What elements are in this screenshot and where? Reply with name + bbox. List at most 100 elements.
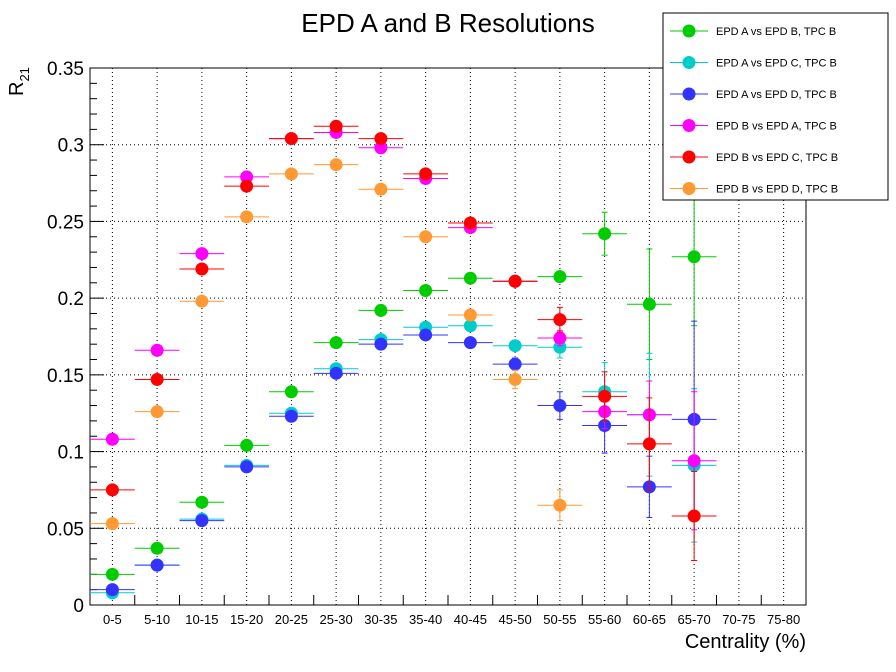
data-point — [374, 141, 388, 155]
data-point — [642, 437, 656, 451]
x-tick-label: 35-40 — [409, 612, 442, 627]
legend-label: EPD B vs EPD D, TPC B — [716, 184, 838, 196]
data-point — [553, 340, 567, 354]
x-tick-label: 55-60 — [588, 612, 621, 627]
legend-marker — [682, 56, 696, 69]
y-tick-label: 0.05 — [47, 519, 84, 540]
data-point — [553, 399, 567, 413]
data-point — [419, 167, 433, 181]
data-point — [105, 432, 119, 446]
data-point — [642, 297, 656, 311]
legend-entry: EPD A vs EPD D, TPC B — [670, 87, 837, 101]
x-tick-label: 5-10 — [144, 612, 170, 627]
legend-label: EPD A vs EPD D, TPC B — [716, 89, 837, 101]
data-point — [150, 343, 164, 357]
chart-title: EPD A and B Resolutions — [301, 8, 594, 38]
data-point — [150, 541, 164, 555]
legend-box — [662, 12, 889, 201]
y-tick-label: 0.35 — [47, 59, 84, 80]
legend-entry: EPD B vs EPD A, TPC B — [670, 119, 837, 133]
x-tick-label: 30-35 — [364, 612, 397, 627]
data-point — [150, 558, 164, 572]
x-tick-label: 20-25 — [275, 612, 308, 627]
data-point — [105, 483, 119, 497]
y-axis-label-main: R — [6, 82, 28, 96]
x-tick-label: 0-5 — [103, 612, 122, 627]
x-tick-label: 25-30 — [320, 612, 353, 627]
data-point — [329, 366, 343, 380]
y-tick-label: 0.2 — [58, 289, 84, 310]
data-point — [419, 230, 433, 244]
y-tick-label: 0.3 — [58, 136, 84, 157]
data-point — [374, 132, 388, 146]
data-point — [463, 308, 477, 322]
data-point — [284, 409, 298, 423]
data-point — [508, 274, 522, 288]
series-6 — [90, 158, 583, 531]
data-point — [463, 216, 477, 230]
x-tick-label: 75-80 — [767, 612, 800, 627]
data-point — [508, 339, 522, 353]
y-tick-label: 0.25 — [47, 212, 84, 233]
data-point — [195, 495, 209, 509]
y-axis-label-subscript: 21 — [17, 67, 32, 81]
legend-label: EPD A vs EPD B, TPC B — [716, 26, 836, 38]
svg-text:R21: R21 — [6, 67, 32, 96]
x-tick-label: 65-70 — [678, 612, 711, 627]
x-tick-label: 40-45 — [454, 612, 487, 627]
data-point — [329, 158, 343, 172]
x-axis: 0-5 5-10 10-15 15-20 20-25 25-30 30-35 35-40 40-… — [89, 595, 807, 627]
data-point — [240, 438, 254, 452]
data-point — [150, 405, 164, 419]
data-point — [195, 247, 209, 261]
data-point — [463, 319, 477, 333]
data-point — [508, 372, 522, 386]
data-point — [240, 170, 254, 184]
legend-entry: EPD A vs EPD C, TPC B — [670, 56, 837, 70]
data-point — [284, 385, 298, 399]
legend: EPD A vs EPD B, TPC B EPD A vs EPD C, TPC… — [662, 12, 889, 201]
series-layer — [90, 119, 717, 600]
data-point — [105, 567, 119, 581]
legend-marker — [682, 87, 696, 101]
legend-label: EPD B vs EPD A, TPC B — [716, 121, 837, 133]
data-point — [195, 514, 209, 528]
data-point — [150, 372, 164, 386]
data-point — [284, 167, 298, 181]
data-point — [687, 250, 701, 264]
data-point — [374, 182, 388, 196]
data-point — [240, 460, 254, 474]
data-point — [419, 283, 433, 297]
data-point — [419, 328, 433, 342]
y-tick-label: 0.1 — [58, 443, 84, 464]
y-axis-label: R21 — [6, 67, 32, 96]
data-point — [687, 454, 701, 468]
data-point — [463, 271, 477, 285]
data-point — [553, 331, 567, 345]
data-point — [687, 509, 701, 523]
data-point — [598, 227, 612, 241]
legend-label: EPD B vs EPD C, TPC B — [716, 152, 838, 164]
data-point — [105, 517, 119, 531]
data-point — [374, 303, 388, 317]
y-tick-label: 0 — [73, 596, 84, 617]
legend-marker — [682, 182, 696, 195]
x-tick-label: 60-65 — [633, 612, 666, 627]
data-point — [553, 498, 567, 512]
data-point — [329, 119, 343, 133]
x-tick-label: 70-75 — [722, 612, 755, 627]
data-point — [195, 262, 209, 276]
data-point — [240, 179, 254, 193]
y-tick-label: 0.15 — [47, 366, 84, 387]
data-point — [240, 210, 254, 224]
data-point — [553, 270, 567, 284]
x-tick-label: 15-20 — [230, 612, 263, 627]
legend-entry: EPD B vs EPD C, TPC B — [670, 150, 838, 164]
data-point — [105, 583, 119, 597]
legend-entry: EPD A vs EPD B, TPC B — [670, 24, 836, 38]
data-point — [508, 357, 522, 371]
series-5 — [90, 119, 717, 562]
legend-entry: EPD B vs EPD D, TPC B — [670, 182, 838, 196]
y-axis: 0 0.05 0.1 0.15 0.2 0.25 0.3 0.35 — [47, 59, 104, 617]
